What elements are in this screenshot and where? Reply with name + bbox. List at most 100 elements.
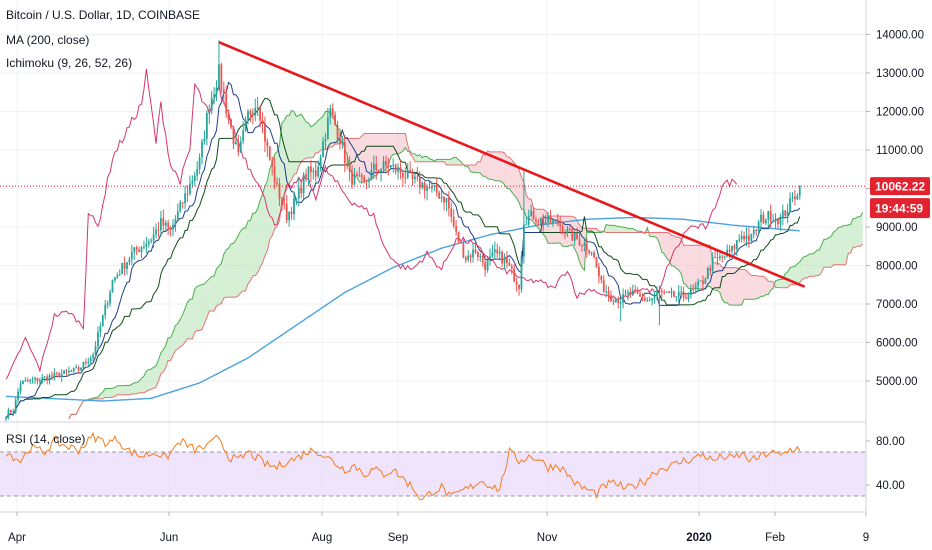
candle-body bbox=[41, 377, 44, 380]
candle-body bbox=[235, 141, 237, 144]
candle-body bbox=[702, 280, 704, 284]
cloud-segment bbox=[308, 122, 311, 158]
cloud-segment bbox=[398, 133, 401, 154]
cloud-segment bbox=[209, 276, 212, 312]
candle-body bbox=[535, 219, 537, 222]
candle-body bbox=[135, 247, 138, 250]
candle-body bbox=[643, 298, 646, 301]
candle-body bbox=[639, 293, 641, 297]
time-tick-label: 9 bbox=[863, 532, 869, 544]
rsi-line bbox=[5, 431, 801, 501]
candle-body bbox=[624, 293, 627, 295]
cloud-segment bbox=[792, 266, 795, 285]
candle-body bbox=[285, 203, 288, 221]
cloud-segment bbox=[422, 156, 425, 162]
last-price-badge[interactable] bbox=[870, 177, 930, 196]
candle-body bbox=[622, 294, 624, 303]
candle-body bbox=[588, 250, 591, 253]
candle-body bbox=[455, 225, 458, 232]
cloud-segment bbox=[744, 269, 747, 300]
candle-body bbox=[46, 376, 49, 381]
cloud-segment bbox=[291, 110, 294, 180]
candle-body bbox=[109, 292, 111, 304]
cloud-segment bbox=[521, 177, 524, 210]
cloud-segment bbox=[836, 227, 839, 265]
candle-body bbox=[522, 224, 525, 257]
candle-body bbox=[600, 276, 603, 280]
cloud-segment bbox=[189, 299, 193, 339]
candle-body bbox=[641, 296, 644, 299]
cloud-segment bbox=[565, 216, 568, 247]
cloud-segment bbox=[233, 239, 236, 298]
candle-body bbox=[568, 228, 571, 230]
candle-body bbox=[750, 233, 753, 241]
rsi-pane[interactable] bbox=[0, 431, 866, 501]
trendline[interactable] bbox=[218, 41, 806, 288]
candle-body bbox=[612, 301, 615, 303]
candle-body bbox=[203, 138, 206, 142]
candle-body bbox=[595, 257, 598, 267]
cloud-segment bbox=[666, 232, 670, 261]
time-tick-label: Jun bbox=[160, 532, 179, 544]
candle-body bbox=[225, 93, 228, 114]
cloud-segment bbox=[303, 118, 307, 160]
cloud-segment bbox=[148, 369, 152, 390]
candle-body bbox=[752, 229, 755, 234]
cloud-segment bbox=[732, 267, 735, 306]
candle-body bbox=[232, 127, 235, 144]
candle-body bbox=[457, 231, 460, 243]
candle-body bbox=[423, 182, 426, 191]
candle-body bbox=[382, 161, 385, 169]
candle-body bbox=[656, 292, 658, 296]
cloud-segment bbox=[727, 267, 730, 306]
symbol-legend[interactable]: Bitcoin / U.S. Dollar, 1D, COINBASE bbox=[6, 8, 201, 22]
candle-body bbox=[12, 411, 15, 413]
candle-body bbox=[646, 300, 649, 302]
candle-body bbox=[791, 196, 794, 199]
last-price-label[interactable]: 10062.22 bbox=[875, 180, 925, 194]
cloud-segment bbox=[400, 133, 403, 153]
cloud-segment bbox=[656, 232, 660, 244]
cloud-segment bbox=[204, 281, 207, 324]
candle-body bbox=[249, 111, 252, 116]
candle-body bbox=[738, 239, 741, 241]
descending-trendline[interactable] bbox=[218, 41, 806, 288]
candle-body bbox=[256, 106, 259, 108]
candle-body bbox=[126, 262, 128, 269]
candle-body bbox=[486, 259, 489, 271]
cloud-segment bbox=[589, 228, 592, 233]
candle-body bbox=[607, 291, 610, 296]
rsi-legend[interactable]: RSI (14, close) bbox=[6, 432, 86, 446]
candle-body bbox=[89, 358, 92, 362]
cloud-segment bbox=[758, 276, 762, 298]
cloud-segment bbox=[318, 118, 321, 153]
cloud-segment bbox=[683, 245, 687, 285]
cloud-segment bbox=[659, 232, 662, 253]
cloud-segment bbox=[151, 367, 154, 390]
cloud-segment bbox=[385, 133, 389, 169]
candle-body bbox=[438, 192, 441, 199]
cloud-segment bbox=[811, 253, 815, 277]
candle-body bbox=[520, 256, 523, 289]
candle-body bbox=[310, 166, 312, 173]
candle-body bbox=[731, 245, 733, 252]
ma-legend[interactable]: MA (200, close) bbox=[6, 33, 90, 47]
candle-body bbox=[598, 266, 600, 277]
cloud-segment bbox=[809, 253, 812, 277]
candle-body bbox=[145, 243, 148, 247]
cloud-segment bbox=[262, 186, 265, 264]
cloud-segment bbox=[330, 112, 333, 147]
candle-body bbox=[440, 196, 443, 199]
candle-body bbox=[764, 219, 767, 224]
cloud-segment bbox=[177, 319, 181, 350]
cloud-segment bbox=[799, 258, 803, 283]
ichimoku-legend[interactable]: Ichimoku (9, 26, 52, 26) bbox=[6, 56, 133, 70]
time-tick-label: Nov bbox=[537, 532, 558, 544]
cloud-segment bbox=[526, 195, 529, 220]
cloud-segment bbox=[366, 133, 369, 181]
candle-body bbox=[128, 259, 131, 263]
cloud-segment bbox=[255, 208, 258, 276]
candle-body bbox=[264, 123, 266, 142]
candle-body bbox=[631, 290, 634, 294]
